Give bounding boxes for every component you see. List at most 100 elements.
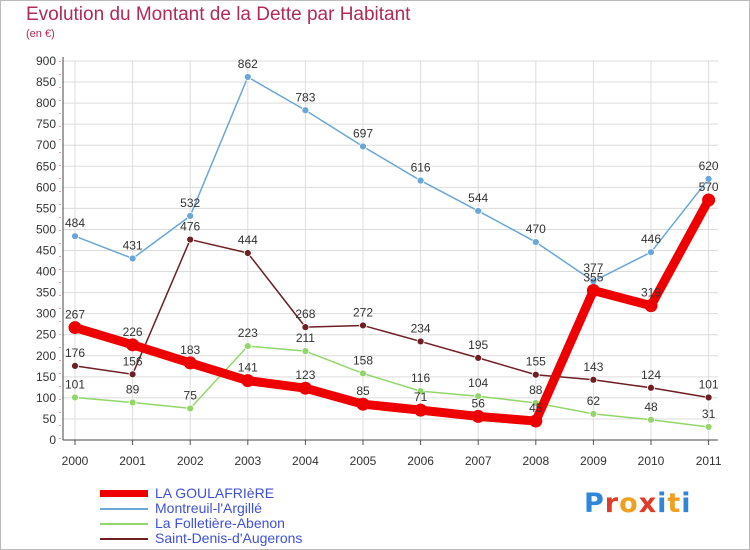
data-label: 484 [65, 216, 85, 230]
data-point [359, 369, 367, 378]
data-point [704, 175, 713, 183]
data-point [186, 235, 195, 244]
y-tick-label: 250 [36, 328, 56, 342]
series-line [70, 195, 714, 426]
data-label: 862 [238, 57, 258, 71]
data-label: 85 [356, 384, 370, 398]
x-tick-label: 2002 [177, 454, 204, 468]
data-label: 272 [353, 305, 373, 319]
data-point [243, 73, 252, 81]
data-point [529, 414, 543, 428]
data-label: 211 [296, 331, 315, 345]
data-point [531, 370, 540, 379]
data-label: 158 [353, 353, 373, 367]
legend-label: Montreuil-l'Argillé [155, 500, 262, 516]
chart-subtitle: (en €) [26, 28, 55, 40]
data-point [301, 323, 310, 332]
y-tick-label: 550 [36, 201, 56, 215]
y-tick-label: 600 [36, 180, 56, 194]
data-label: 89 [126, 383, 140, 397]
data-label: 71 [414, 390, 428, 404]
proxiti-logo: Proxiti [584, 488, 692, 519]
logo-letter: i [681, 488, 692, 519]
data-point [243, 342, 252, 350]
x-tick-label: 2006 [407, 454, 434, 468]
x-tick-label: 2003 [234, 454, 261, 468]
data-point [68, 321, 82, 335]
y-tick-label: 450 [36, 244, 56, 258]
y-tick-label: 100 [36, 391, 56, 405]
data-label: 101 [65, 377, 85, 391]
logo-letter: t [667, 488, 682, 519]
data-label: 319 [641, 286, 661, 300]
data-label: 268 [295, 307, 315, 321]
data-label: 116 [411, 371, 430, 385]
data-label: 176 [65, 346, 85, 360]
data-label: 195 [468, 338, 488, 352]
data-label: 267 [65, 308, 85, 322]
data-label: 616 [411, 161, 431, 175]
y-tick-label: 700 [36, 138, 56, 152]
data-label: 476 [180, 220, 200, 234]
data-label: 88 [529, 383, 543, 397]
data-label: 101 [699, 377, 719, 391]
legend-swatch [100, 508, 148, 510]
data-point [416, 176, 425, 185]
data-point [416, 337, 425, 346]
y-tick-label: 800 [36, 96, 56, 110]
legend-label: Saint-Denis-d'Augerons [155, 530, 303, 546]
logo-letter: i [657, 488, 668, 519]
data-label: 124 [641, 368, 661, 382]
data-point [647, 415, 655, 424]
data-label: 431 [123, 239, 143, 253]
data-point [647, 248, 655, 257]
data-point [186, 404, 195, 413]
y-tick-label: 500 [36, 222, 56, 236]
y-tick-label: 0 [49, 433, 56, 447]
data-point [298, 381, 312, 395]
data-point [241, 374, 255, 388]
data-point [183, 356, 197, 370]
y-tick-label: 750 [36, 117, 56, 131]
data-point [126, 338, 140, 352]
data-point [474, 207, 483, 215]
data-label: 470 [526, 222, 546, 236]
y-tick-label: 400 [36, 265, 56, 279]
x-tick-label: 2005 [350, 454, 377, 468]
data-point [301, 347, 310, 356]
data-point [531, 238, 540, 246]
y-tick-label: 650 [36, 159, 56, 173]
data-label: 143 [583, 360, 603, 374]
data-point [186, 212, 195, 220]
data-point [471, 409, 485, 423]
logo-letter: P [584, 488, 605, 519]
logo-letter: x [638, 488, 658, 519]
y-tick-label: 850 [36, 75, 56, 89]
data-point [474, 392, 483, 401]
data-point [359, 321, 367, 330]
data-point [414, 403, 428, 417]
data-label: 75 [184, 388, 198, 402]
data-label: 532 [180, 196, 200, 210]
data-point [356, 397, 370, 411]
data-label: 31 [702, 407, 716, 421]
legend-label: LA GOULAFRIèRE [155, 485, 275, 501]
series-line [74, 76, 710, 282]
data-point [704, 423, 713, 431]
x-tick-label: 2000 [62, 454, 89, 468]
data-point [586, 284, 600, 298]
legend-swatch [100, 538, 148, 540]
data-point [71, 361, 79, 370]
data-label: 45 [529, 401, 543, 415]
data-label: 544 [468, 191, 488, 205]
data-point [416, 387, 425, 396]
legend-swatch [100, 523, 148, 525]
y-tick-label: 350 [36, 286, 56, 300]
data-point [71, 393, 79, 402]
legend-swatch [100, 490, 148, 497]
data-label: 234 [411, 321, 431, 335]
data-point [702, 193, 716, 207]
data-point [474, 353, 483, 362]
data-point [647, 383, 655, 392]
data-point [301, 106, 310, 115]
